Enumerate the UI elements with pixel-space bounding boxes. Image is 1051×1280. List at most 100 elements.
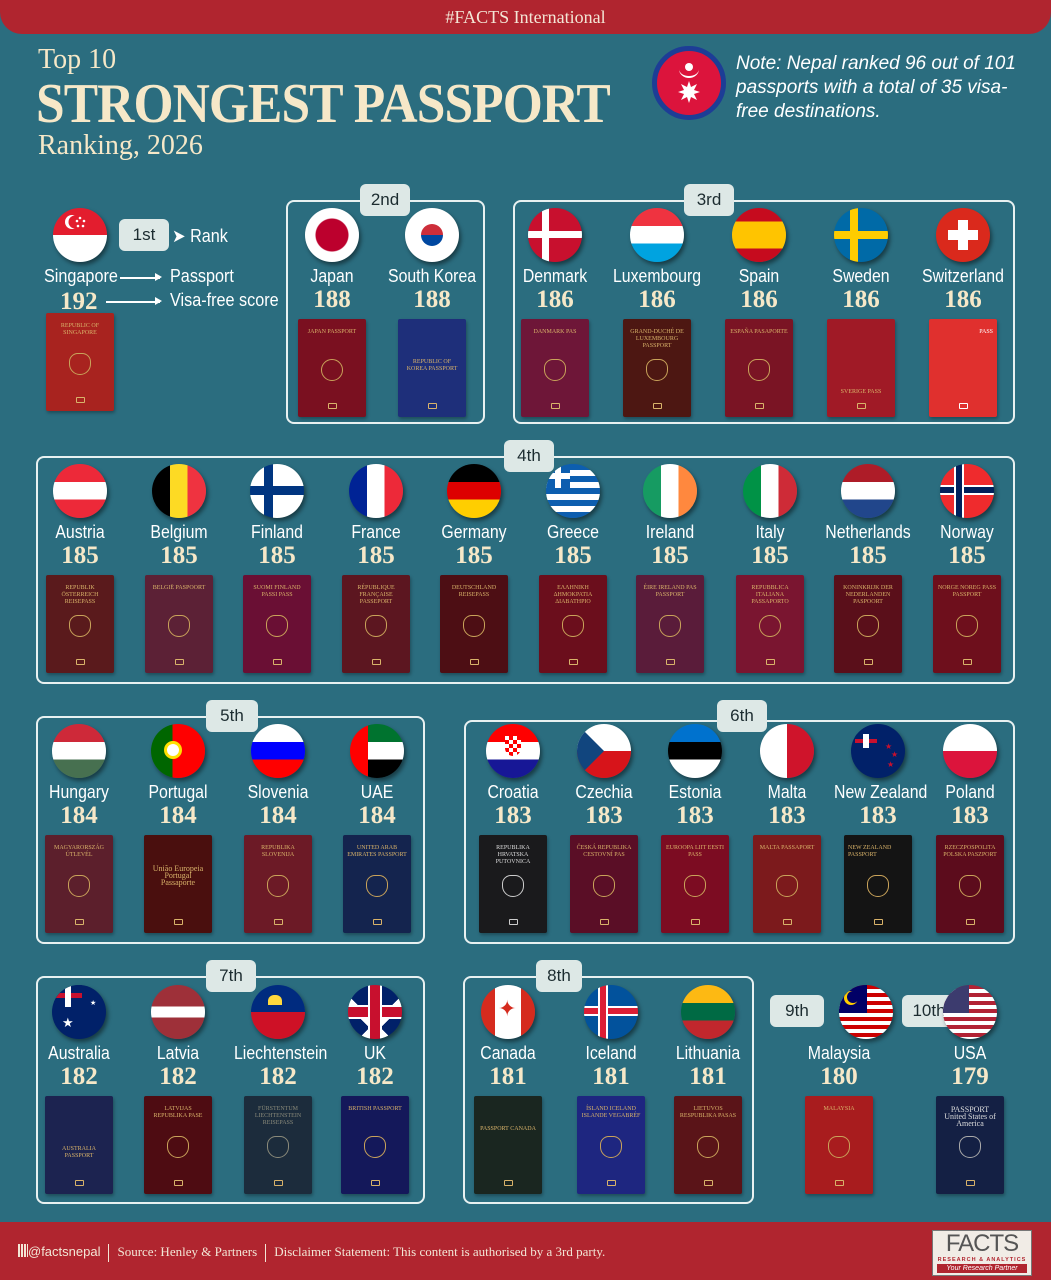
biometric-chip-icon xyxy=(606,1180,616,1186)
passport-cover-hungary: MAGYARORSZÁG ÚTLEVÉL xyxy=(45,835,113,933)
legend-rank-label: ➤ Rank xyxy=(172,226,228,246)
social-handle[interactable]: @factsnepal xyxy=(28,1244,101,1259)
top-banner: #FACTS International xyxy=(0,0,1051,34)
rank-badge-3rd: 3rd xyxy=(684,184,734,216)
visa-free-score: 182 xyxy=(259,1063,297,1090)
slovenia-flag-icon xyxy=(251,724,305,778)
flag-detail xyxy=(855,734,877,748)
passport-cover-france: RÉPUBLIQUE FRANÇAISE PASSEPORT xyxy=(342,575,410,673)
coat-of-arms-icon xyxy=(867,875,889,897)
biometric-chip-icon xyxy=(74,1180,84,1186)
lithuania-flag-icon xyxy=(681,985,735,1039)
biometric-chip-icon xyxy=(765,659,775,665)
flag-detail xyxy=(943,985,969,1013)
estonia-flag-icon xyxy=(668,724,722,778)
biometric-chip-icon xyxy=(469,659,479,665)
country-name: Netherlands xyxy=(825,522,911,542)
passport-cover-greece: ΕΛΛΗΝΙΚΗ ΔΗΜΟΚΡΑΤΙΑ ΔΙΑΒΑΤΗΡΙΟ xyxy=(539,575,607,673)
passport-cover-singapore: REPUBLIC OF SINGAPORE xyxy=(46,313,114,411)
coat-of-arms-icon xyxy=(646,359,668,381)
country-card-switzerland: Switzerland 186 PASS xyxy=(913,208,1013,417)
coat-of-arms-icon xyxy=(828,1136,850,1158)
passport-cover-uk: BRITISH PASSPORT xyxy=(341,1096,409,1194)
biometric-chip-icon xyxy=(690,919,700,925)
visa-free-score: 180 xyxy=(820,1063,858,1090)
visa-free-score: 185 xyxy=(160,542,198,569)
country-name: UAE xyxy=(360,782,394,802)
country-name: Estonia xyxy=(668,782,722,802)
country-name: Luxembourg xyxy=(613,266,702,286)
passport-cover-spain: ESPAÑA PASAPORTE xyxy=(725,319,793,417)
australia-flag-icon: ★ ★ xyxy=(52,985,106,1039)
country-name: Singapore xyxy=(44,266,118,286)
biometric-chip-icon xyxy=(273,1180,283,1186)
biometric-chip-icon xyxy=(272,659,282,665)
malta-flag-icon xyxy=(760,724,814,778)
country-name: Denmark xyxy=(522,266,588,286)
biometric-chip-icon xyxy=(74,919,84,925)
biometric-chip-icon xyxy=(173,1180,183,1186)
passport-cover-czechia: ČESKÁ REPUBLIKA CESTOVNÍ PAS xyxy=(570,835,638,933)
country-name: Norway xyxy=(940,522,994,542)
singapore-flag-icon xyxy=(53,208,107,262)
country-card-hungary: Hungary 184 MAGYARORSZÁG ÚTLEVÉL xyxy=(29,724,129,933)
country-card-estonia: Estonia 183 EUROOPA LIIT EESTI PASS xyxy=(645,724,745,933)
biometric-chip-icon xyxy=(856,403,866,409)
passport-cover-text: REPUBLIC OF KOREA PASSPORT xyxy=(406,359,458,372)
flag-detail: ★ xyxy=(62,1015,74,1030)
visa-free-score: 192 xyxy=(60,288,98,315)
france-flag-icon xyxy=(349,464,403,518)
visa-free-score: 188 xyxy=(313,286,351,313)
latvia-flag-icon xyxy=(151,985,205,1039)
passport-cover-sweden: SVERIGE PASS xyxy=(827,319,895,417)
arrow-icon xyxy=(120,274,162,280)
visa-free-score: 181 xyxy=(689,1063,727,1090)
passport-cover-new-zealand: NEW ZEALAND PASSPORT xyxy=(844,835,912,933)
country-name: Switzerland xyxy=(922,266,1004,286)
biometric-chip-icon xyxy=(599,919,609,925)
flag-detail xyxy=(577,724,604,778)
passport-cover-text: PASSPORT United States of America xyxy=(944,1105,996,1128)
visa-free-score: 185 xyxy=(357,542,395,569)
switzerland-flag-icon xyxy=(936,208,990,262)
country-name: Italy xyxy=(755,522,785,542)
country-name: Latvia xyxy=(156,1043,200,1063)
visa-free-score: 183 xyxy=(768,802,806,829)
passport-cover-text: BRITISH PASSPORT xyxy=(348,1106,402,1112)
visa-free-score: 185 xyxy=(554,542,592,569)
page-title: STRONGEST PASSPORT xyxy=(36,73,611,135)
legend-score-label: Visa-free score xyxy=(170,290,279,310)
country-name: Lithuania xyxy=(675,1043,741,1063)
biometric-chip-icon xyxy=(371,659,381,665)
passport-cover-text: MALTA PASSAPORT xyxy=(759,845,815,851)
country-card-malta: Malta 183 MALTA PASSAPORT xyxy=(737,724,837,933)
passport-cover-slovenia: REPUBLIKA SLOVENIJA xyxy=(244,835,312,933)
croatia-flag-icon xyxy=(486,724,540,778)
country-name: Australia xyxy=(48,1043,110,1063)
flag-detail xyxy=(76,224,80,228)
country-name: Japan xyxy=(310,266,354,286)
passport-cover-norway: NORGE NOREG PASS PASSPORT xyxy=(933,575,1001,673)
passport-cover-text: MALAYSIA xyxy=(823,1106,855,1112)
passport-cover-text: União Europeia Portugal Passaporte xyxy=(152,864,204,887)
passport-cover-text: AUSTRALIA PASSPORT xyxy=(62,1146,96,1159)
rank-badge-8th: 8th xyxy=(536,960,582,992)
passport-cover-text: ΕΛΛΗΝΙΚΗ ΔΗΜΟΚΡΑΤΙΑ ΔΙΑΒΑΤΗΡΙΟ xyxy=(553,585,593,605)
visa-free-score: 183 xyxy=(951,802,989,829)
country-name: Greece xyxy=(547,522,599,542)
passport-cover-australia: AUSTRALIA PASSPORT xyxy=(45,1096,113,1194)
biometric-chip-icon xyxy=(958,403,968,409)
rank-badge-1st: 1st xyxy=(119,219,169,251)
passport-cover-malta: MALTA PASSAPORT xyxy=(753,835,821,933)
country-card-netherlands: Netherlands 185 KONINKRIJK DER NEDERLANDEN… xyxy=(818,464,918,673)
country-name: Ireland xyxy=(645,522,695,542)
passport-cover-austria: REPUBLIK ÖSTERREICH REISEPASS xyxy=(46,575,114,673)
coat-of-arms-icon xyxy=(959,1136,981,1158)
country-card-south-korea: South Korea 188 REPUBLIC OF KOREA PASSPO… xyxy=(382,208,482,417)
visa-free-score: 185 xyxy=(61,542,99,569)
country-card-uk: UK 182 BRITISH PASSPORT xyxy=(325,985,425,1194)
biometric-chip-icon xyxy=(427,403,437,409)
passport-cover-south-korea: REPUBLIC OF KOREA PASSPORT xyxy=(398,319,466,417)
passport-cover-text: DANMARK PAS xyxy=(533,329,577,335)
country-name: Germany xyxy=(441,522,507,542)
